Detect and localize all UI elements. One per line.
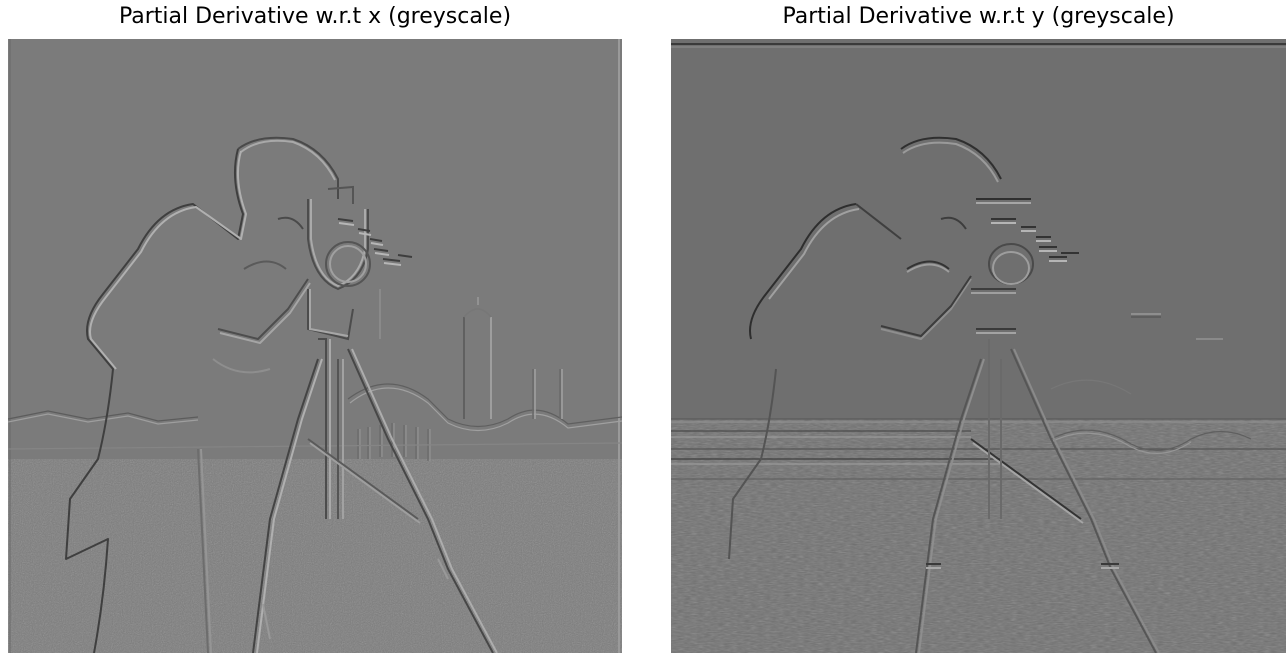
person-edges bbox=[728, 136, 1002, 560]
derivative-x-image bbox=[8, 39, 622, 653]
horizon-edges bbox=[671, 313, 1286, 480]
person-edges bbox=[65, 136, 339, 653]
tripod-edges bbox=[915, 339, 1160, 653]
derivative-x-svg bbox=[8, 39, 622, 653]
derivative-y-image bbox=[671, 39, 1286, 653]
ground-texture bbox=[8, 459, 622, 653]
tripod-edges bbox=[252, 338, 498, 653]
camera-edges bbox=[277, 185, 413, 341]
derivative-y-svg bbox=[671, 39, 1286, 653]
tower-edges bbox=[463, 297, 563, 419]
panel-title: Partial Derivative w.r.t y (greyscale) bbox=[782, 4, 1175, 29]
camera-edges bbox=[940, 198, 1079, 334]
ground-texture bbox=[671, 419, 1286, 653]
panel-title: Partial Derivative w.r.t x (greyscale) bbox=[118, 4, 512, 29]
